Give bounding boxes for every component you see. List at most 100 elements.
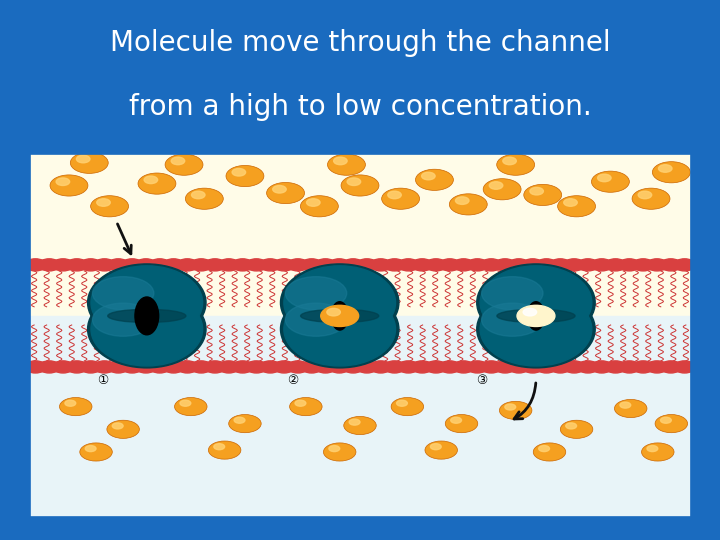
- Circle shape: [646, 361, 667, 373]
- Circle shape: [229, 415, 261, 433]
- Circle shape: [333, 157, 347, 165]
- Ellipse shape: [528, 302, 544, 330]
- Circle shape: [107, 259, 129, 271]
- Circle shape: [655, 415, 688, 433]
- Circle shape: [328, 154, 366, 176]
- Circle shape: [577, 361, 599, 373]
- Ellipse shape: [135, 297, 158, 335]
- Ellipse shape: [88, 291, 206, 368]
- Circle shape: [618, 361, 640, 373]
- Circle shape: [356, 259, 378, 271]
- Circle shape: [480, 361, 502, 373]
- Circle shape: [536, 361, 557, 373]
- Circle shape: [598, 174, 611, 181]
- Circle shape: [534, 443, 566, 461]
- Circle shape: [422, 172, 435, 180]
- Circle shape: [497, 154, 535, 176]
- Circle shape: [315, 361, 336, 373]
- Circle shape: [234, 417, 245, 423]
- Circle shape: [370, 361, 392, 373]
- Circle shape: [652, 161, 690, 183]
- Circle shape: [163, 259, 184, 271]
- Circle shape: [149, 259, 171, 271]
- Circle shape: [341, 175, 379, 196]
- Circle shape: [688, 361, 709, 373]
- Circle shape: [287, 259, 309, 271]
- Circle shape: [614, 400, 647, 417]
- Circle shape: [76, 156, 90, 163]
- Circle shape: [397, 400, 408, 406]
- Circle shape: [508, 259, 530, 271]
- Circle shape: [80, 361, 102, 373]
- Circle shape: [494, 259, 516, 271]
- Circle shape: [674, 361, 696, 373]
- Ellipse shape: [281, 291, 399, 368]
- Circle shape: [11, 361, 32, 373]
- Circle shape: [480, 259, 502, 271]
- Circle shape: [218, 361, 240, 373]
- Circle shape: [425, 259, 447, 271]
- Circle shape: [503, 157, 516, 165]
- Circle shape: [342, 361, 364, 373]
- Circle shape: [138, 173, 176, 194]
- Ellipse shape: [497, 309, 575, 322]
- Ellipse shape: [88, 264, 206, 341]
- Ellipse shape: [480, 292, 592, 366]
- Circle shape: [388, 191, 401, 199]
- Circle shape: [439, 259, 461, 271]
- Text: ①: ①: [97, 374, 109, 387]
- Circle shape: [273, 186, 287, 193]
- Circle shape: [342, 259, 364, 271]
- Circle shape: [266, 183, 305, 204]
- Circle shape: [382, 188, 420, 210]
- Circle shape: [560, 420, 593, 438]
- Circle shape: [259, 259, 281, 271]
- Circle shape: [323, 443, 356, 461]
- Circle shape: [522, 361, 544, 373]
- Circle shape: [259, 361, 281, 373]
- Circle shape: [287, 361, 309, 373]
- Bar: [22, 316, 698, 524]
- Circle shape: [320, 305, 359, 327]
- Circle shape: [176, 259, 198, 271]
- Circle shape: [50, 175, 88, 196]
- Circle shape: [71, 152, 108, 173]
- Circle shape: [53, 361, 74, 373]
- Circle shape: [94, 361, 115, 373]
- Circle shape: [563, 361, 585, 373]
- Circle shape: [246, 259, 267, 271]
- Circle shape: [539, 446, 549, 451]
- Circle shape: [232, 168, 246, 176]
- Circle shape: [397, 361, 419, 373]
- Circle shape: [190, 361, 212, 373]
- Circle shape: [605, 361, 626, 373]
- Circle shape: [370, 259, 392, 271]
- Circle shape: [632, 259, 654, 271]
- Text: ③: ③: [476, 374, 487, 387]
- Circle shape: [53, 259, 74, 271]
- Circle shape: [66, 361, 88, 373]
- Ellipse shape: [281, 264, 399, 341]
- Circle shape: [149, 361, 171, 373]
- Ellipse shape: [92, 303, 154, 336]
- Circle shape: [453, 259, 474, 271]
- Circle shape: [301, 259, 323, 271]
- Circle shape: [180, 400, 191, 406]
- Circle shape: [80, 259, 102, 271]
- Ellipse shape: [482, 276, 543, 310]
- Circle shape: [605, 259, 626, 271]
- Circle shape: [307, 199, 320, 206]
- Circle shape: [439, 361, 461, 373]
- Circle shape: [549, 259, 571, 271]
- Ellipse shape: [477, 264, 595, 341]
- Circle shape: [449, 194, 487, 215]
- Text: from a high to low concentration.: from a high to low concentration.: [129, 93, 591, 122]
- Circle shape: [214, 444, 225, 450]
- Circle shape: [549, 361, 571, 373]
- Circle shape: [384, 361, 405, 373]
- Circle shape: [591, 259, 613, 271]
- Circle shape: [80, 443, 112, 461]
- Circle shape: [94, 259, 115, 271]
- Circle shape: [660, 417, 671, 423]
- Circle shape: [192, 191, 205, 199]
